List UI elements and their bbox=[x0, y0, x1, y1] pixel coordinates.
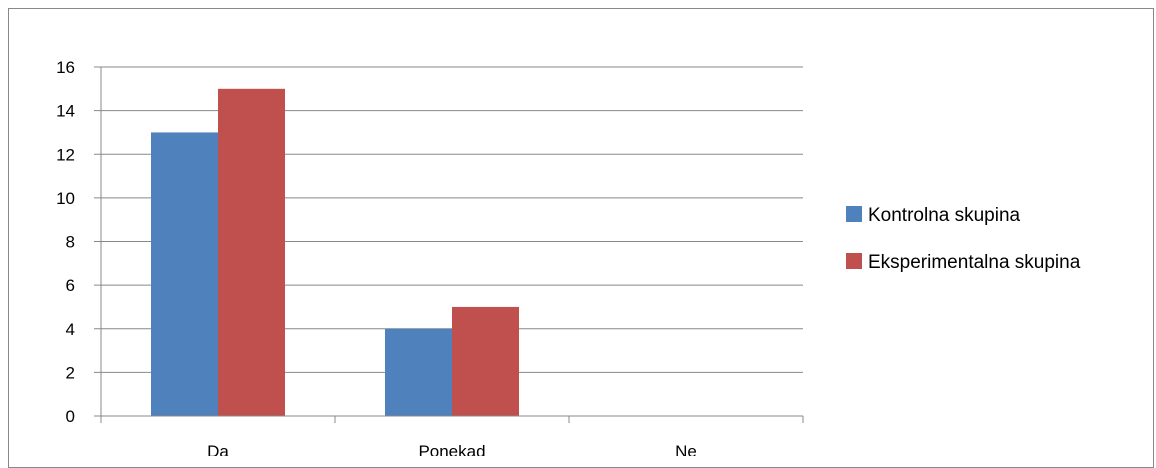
bar bbox=[151, 132, 218, 416]
bar bbox=[452, 306, 519, 416]
y-tick-label: 14 bbox=[56, 102, 75, 121]
x-tick-label: Da bbox=[207, 442, 229, 456]
y-tick-label: 12 bbox=[56, 145, 75, 164]
bar-chart: 0 2 4 6 8 10 12 14 16 Da Ponekad Ne Kontrolna skup… bbox=[56, 58, 1081, 456]
x-tick-label: Ponekad bbox=[418, 442, 485, 456]
axes bbox=[94, 66, 804, 423]
y-tick-label: 2 bbox=[66, 363, 75, 382]
legend: Kontrolna skupina Eksperimentalna skupina bbox=[846, 205, 1081, 273]
legend-swatch bbox=[846, 206, 862, 222]
y-tick-label: 0 bbox=[66, 407, 75, 426]
y-tick-label: 4 bbox=[66, 320, 75, 339]
bars bbox=[151, 88, 519, 416]
bar bbox=[218, 88, 285, 416]
bar bbox=[385, 328, 452, 416]
legend-swatch bbox=[846, 253, 862, 269]
y-tick-label: 16 bbox=[56, 58, 75, 77]
y-tick-label: 6 bbox=[66, 276, 75, 295]
y-tick-labels: 0 2 4 6 8 10 12 14 16 bbox=[56, 58, 75, 426]
y-tick-label: 10 bbox=[56, 189, 75, 208]
x-tick-label: Ne bbox=[675, 442, 697, 456]
legend-label: Kontrolna skupina bbox=[868, 205, 1021, 226]
legend-label: Eksperimentalna skupina bbox=[868, 252, 1081, 273]
x-tick-labels: Da Ponekad Ne bbox=[207, 442, 697, 456]
y-tick-label: 8 bbox=[66, 233, 75, 252]
